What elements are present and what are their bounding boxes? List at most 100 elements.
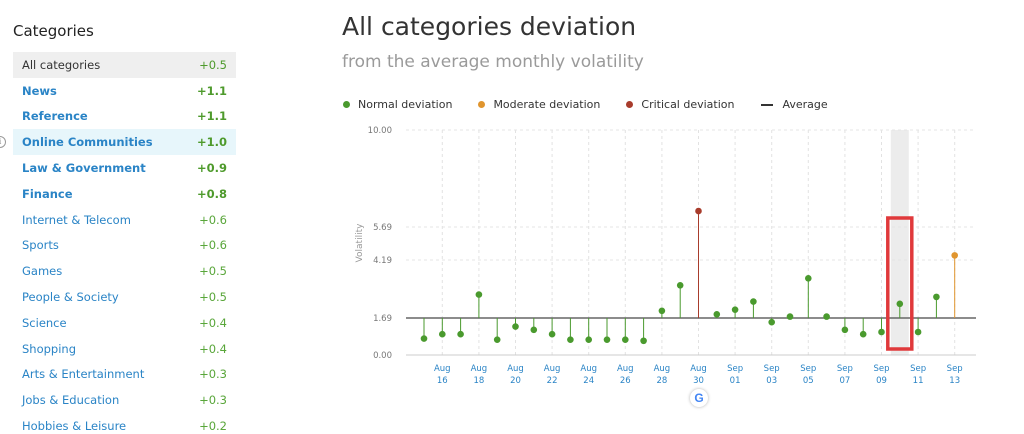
data-point[interactable] [841,326,849,334]
category-item[interactable]: Science +0.4 [13,310,236,336]
sidebar-title: Categories [13,22,94,40]
category-item[interactable]: Arts & Entertainment +0.3 [13,362,236,388]
category-name: All categories [22,57,101,72]
chart-legend: Normal deviation Moderate deviation Crit… [343,98,854,111]
category-item[interactable]: Jobs & Education +0.3 [13,387,236,413]
category-name: Shopping [22,341,77,356]
highlight-box [886,216,914,351]
category-name: Finance [22,186,73,201]
data-point[interactable] [640,337,647,345]
category-name: Sports [22,238,59,253]
data-point[interactable] [859,330,867,338]
data-point[interactable] [805,275,812,282]
y-tick-label: 0.00 [373,351,392,361]
data-point[interactable] [622,336,629,343]
y-axis-label: Volatility [355,223,365,263]
x-tick-label-day: 30 [693,376,704,386]
x-tick-label-month: Aug [544,364,561,374]
legend-critical[interactable]: Critical deviation [626,98,735,111]
x-tick-label-day: 07 [839,376,850,386]
data-point[interactable] [933,293,940,301]
data-point[interactable] [896,300,904,308]
x-tick-label-month: Sep [800,364,816,374]
category-deviation-value: +0.3 [199,367,227,382]
data-point[interactable] [713,310,721,318]
category-name: Law & Government [22,161,146,176]
category-item[interactable]: i Online Communities +1.0 [0,129,236,156]
x-tick-label-month: Sep [837,364,853,374]
x-tick-label-day: 16 [437,376,448,386]
legend-critical-label: Critical deviation [641,98,735,111]
category-item[interactable]: All categories +0.5 [13,52,236,78]
category-item[interactable]: Sports +0.6 [13,233,236,259]
data-point[interactable] [512,323,519,330]
category-deviation-value: +0.4 [199,315,227,330]
info-icon[interactable]: i [0,136,6,149]
x-tick-label-day: 22 [547,376,558,386]
category-deviation-value: +0.5 [199,290,227,305]
category-deviation-value: +0.4 [199,341,227,356]
data-point[interactable] [420,335,428,342]
data-point[interactable] [493,336,501,343]
x-tick-label-month: Sep [873,364,889,374]
x-tick-label-month: Sep [947,364,963,374]
data-point[interactable] [603,336,611,343]
data-point[interactable] [823,313,830,320]
data-point[interactable] [548,330,556,338]
category-item[interactable]: Reference +1.1 [13,104,236,130]
category-deviation-value: +0.5 [199,264,227,279]
data-point[interactable] [658,307,666,315]
data-point[interactable] [676,281,684,289]
data-point[interactable] [457,330,464,338]
data-point[interactable] [475,291,483,298]
x-tick-label-month: Aug [690,364,707,374]
data-point[interactable] [951,252,958,259]
normal-dot-icon [343,101,350,108]
category-deviation-value: +0.2 [199,419,227,434]
data-point[interactable] [750,298,757,305]
x-tick-label-month: Sep [764,364,780,374]
category-name: News [22,83,57,98]
page-subtitle: from the average monthly volatility [342,52,644,72]
category-name: Jobs & Education [22,393,120,408]
data-point[interactable] [914,328,922,336]
average-line-icon [760,103,773,106]
data-point[interactable] [786,313,794,320]
category-item[interactable]: Finance +0.8 [13,181,236,207]
category-item[interactable]: Games +0.5 [13,258,236,284]
category-name: Hobbies & Leisure [22,419,127,434]
data-point[interactable] [567,336,574,343]
legend-moderate[interactable]: Moderate deviation [478,98,600,111]
legend-normal[interactable]: Normal deviation [343,98,452,111]
x-tick-label-day: 20 [510,376,521,386]
x-tick-label-month: Aug [654,364,671,374]
y-tick-label: 10.00 [368,126,392,136]
category-item[interactable]: Internet & Telecom +0.6 [13,207,236,233]
category-name: Arts & Entertainment [22,367,145,382]
category-item[interactable]: People & Society +0.5 [13,284,236,310]
category-deviation-value: +0.8 [196,186,227,201]
moderate-dot-icon [478,101,486,108]
data-point[interactable] [439,330,446,338]
category-item[interactable]: Law & Government +0.9 [13,155,236,181]
critical-dot-icon [626,101,634,108]
data-point[interactable] [585,336,592,343]
x-tick-label-day: 01 [730,376,741,386]
data-point[interactable] [695,207,702,215]
x-tick-label-month: Aug [471,364,488,374]
category-name: People & Society [22,290,119,305]
category-name: Reference [22,109,88,124]
data-point[interactable] [530,326,538,334]
data-point[interactable] [768,318,775,326]
category-deviation-value: +0.6 [199,212,227,227]
category-item[interactable]: Shopping +0.4 [13,336,236,362]
google-update-icon[interactable]: G [690,389,708,407]
legend-average[interactable]: Average [760,98,828,111]
category-item[interactable]: Hobbies & Leisure +0.2 [13,413,236,434]
category-item[interactable]: News +1.1 [13,78,236,104]
category-name: Internet & Telecom [22,212,131,227]
data-point[interactable] [878,328,885,336]
category-deviation-value: +0.6 [199,238,227,253]
x-tick-label-day: 24 [583,376,594,386]
data-point[interactable] [731,306,739,313]
